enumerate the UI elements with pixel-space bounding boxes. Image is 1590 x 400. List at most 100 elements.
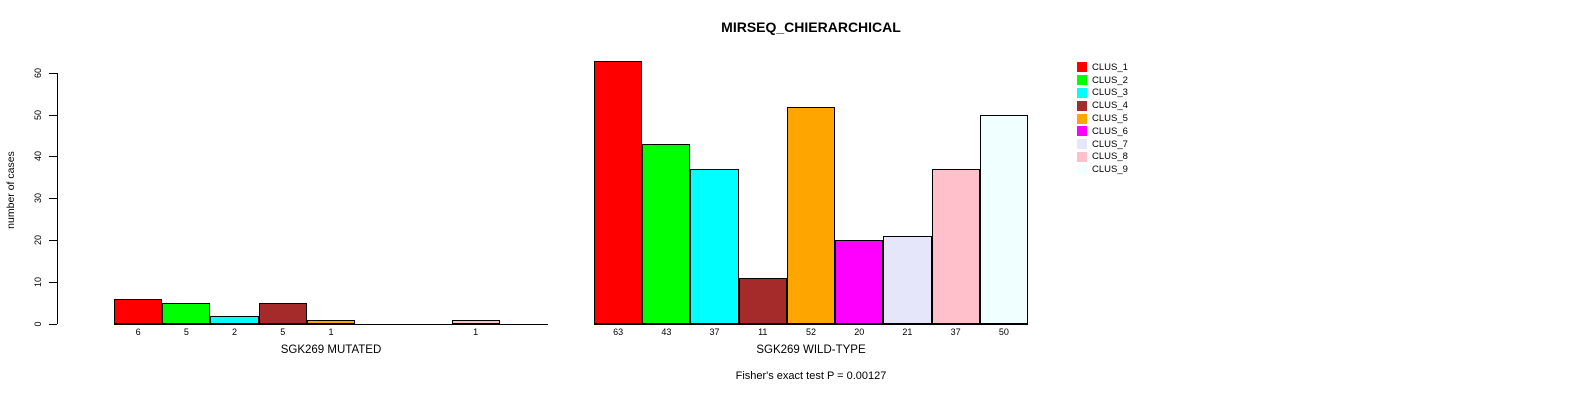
y-tick-mark	[49, 323, 57, 325]
bar-clus_2	[162, 303, 211, 324]
bar-clus_7	[883, 236, 932, 324]
legend-label: CLUS_2	[1092, 74, 1128, 86]
y-tick-label: 40	[33, 151, 43, 162]
chart-title: MIRSEQ_CHIERARCHICAL	[721, 19, 901, 35]
legend-label: CLUS_4	[1092, 100, 1128, 112]
bar-value-labels-wildtype: 63 43 37 11 52 20 21 37 50	[594, 327, 1028, 337]
bar-slot	[738, 54, 787, 324]
legend-swatch	[1077, 139, 1087, 150]
bar-clus_8	[931, 169, 980, 324]
y-tick-label: 50	[33, 109, 43, 120]
bar-slot	[210, 54, 259, 324]
bar-value-label	[500, 327, 548, 337]
bar-clus_3	[690, 169, 739, 324]
bar-value-label: 5	[183, 327, 189, 337]
bar-value-label: 1	[328, 327, 334, 337]
x-axis-label-wildtype: SGK269 WILD-TYPE	[756, 344, 866, 356]
y-tick-label: 10	[33, 276, 43, 287]
bar-slot	[883, 54, 932, 324]
legend-swatch	[1077, 151, 1087, 162]
bar-value-label: 6	[135, 327, 141, 337]
legend-item: CLUS_6	[1077, 125, 1128, 138]
legend-item: CLUS_7	[1077, 138, 1128, 151]
legend-swatch	[1077, 87, 1087, 98]
bar-slot	[931, 54, 980, 324]
y-tick-label: 60	[33, 67, 43, 78]
legend-swatch	[1077, 164, 1087, 175]
legend-item: CLUS_8	[1077, 151, 1128, 164]
legend-label: CLUS_8	[1092, 151, 1128, 163]
bar-clus_1	[594, 60, 643, 324]
bar-value-label: 1	[473, 327, 479, 337]
bar-slot	[306, 54, 356, 324]
legend: CLUS_1 CLUS_2 CLUS_3 CLUS_4 CLUS_5 CLUS_6 CLUS…	[1077, 61, 1128, 176]
bar-value-label: 20	[854, 327, 865, 337]
legend-item: CLUS_3	[1077, 87, 1128, 100]
legend-swatch	[1077, 126, 1087, 137]
y-axis-line	[57, 73, 58, 324]
y-tick-label: 30	[33, 193, 43, 204]
bar-clus_9	[979, 115, 1028, 324]
bar-slot	[835, 54, 884, 324]
legend-item: CLUS_1	[1077, 61, 1128, 74]
bar-slot	[162, 54, 211, 324]
x-axis-label-mutated: SGK269 MUTATED	[280, 344, 382, 356]
bar-slot	[979, 54, 1028, 324]
bar-slot	[451, 54, 500, 324]
y-tick-label: 0	[33, 321, 43, 327]
bar-slot	[786, 54, 836, 324]
bar-value-labels-mutated: 6 5 2 5 1 1	[114, 327, 548, 337]
y-tick-mark	[49, 156, 57, 158]
bar-group-mutated	[114, 54, 548, 325]
bar-slot	[690, 54, 739, 324]
bar-value-label: 52	[805, 327, 816, 337]
bar-clus_3	[210, 315, 259, 324]
bar-value-label	[355, 327, 403, 337]
bar-clus_8	[451, 319, 500, 324]
y-tick-mark	[49, 239, 57, 241]
legend-label: CLUS_9	[1092, 164, 1128, 176]
legend-label: CLUS_3	[1092, 87, 1128, 99]
bar-value-label: 37	[709, 327, 720, 337]
bar-slot	[258, 54, 307, 324]
bar-value-label: 21	[902, 327, 913, 337]
bar-slot	[500, 54, 548, 324]
y-axis-label: number of cases	[5, 151, 17, 229]
bar-slot	[355, 54, 403, 324]
bar-slot	[594, 54, 643, 324]
bar-clus_4	[738, 278, 787, 324]
y-tick-mark	[49, 198, 57, 200]
bar-value-label: 63	[613, 327, 624, 337]
bar-clus_1	[114, 298, 163, 324]
bar-value-label	[403, 327, 451, 337]
bar-slot	[403, 54, 451, 324]
legend-swatch	[1077, 75, 1087, 86]
legend-item: CLUS_2	[1077, 74, 1128, 87]
legend-label: CLUS_6	[1092, 125, 1128, 137]
y-tick-mark	[49, 72, 57, 74]
bar-clus_2	[642, 144, 691, 324]
bar-group-wildtype	[594, 54, 1028, 325]
legend-item: CLUS_9	[1077, 163, 1128, 176]
bar-value-label: 37	[950, 327, 961, 337]
bar-value-label: 50	[998, 327, 1009, 337]
legend-swatch	[1077, 113, 1087, 124]
y-tick-label: 20	[33, 234, 43, 245]
legend-label: CLUS_5	[1092, 113, 1128, 125]
legend-item: CLUS_5	[1077, 112, 1128, 125]
fisher-test-text: Fisher's exact test P = 0.00127	[735, 370, 887, 382]
bar-value-label: 2	[232, 327, 238, 337]
bar-clus_6	[835, 240, 884, 324]
bar-value-label: 43	[661, 327, 672, 337]
bar-slot	[642, 54, 691, 324]
bar-slot	[114, 54, 163, 324]
bar-clus_4	[258, 303, 307, 324]
y-tick-mark	[49, 114, 57, 116]
bar-clus_5	[786, 106, 836, 324]
legend-label: CLUS_1	[1092, 61, 1128, 73]
legend-label: CLUS_7	[1092, 138, 1128, 150]
bar-value-label: 11	[758, 327, 768, 337]
legend-item: CLUS_4	[1077, 99, 1128, 112]
y-tick-mark	[49, 281, 57, 283]
